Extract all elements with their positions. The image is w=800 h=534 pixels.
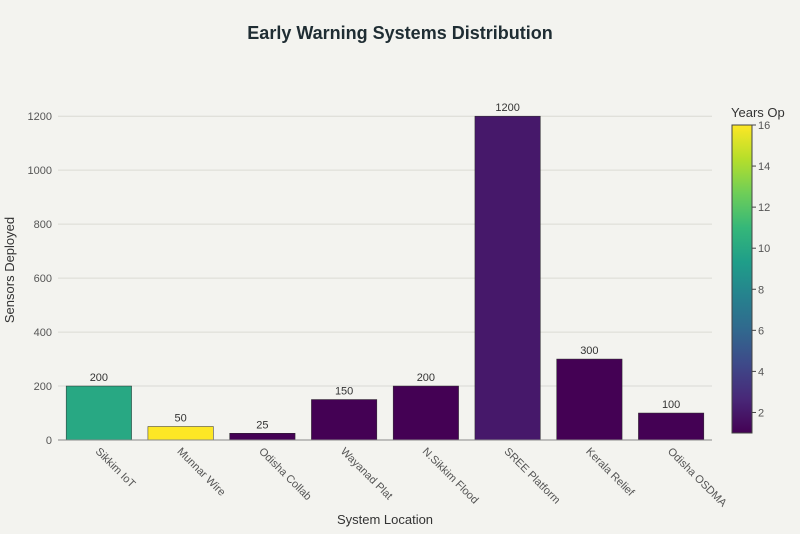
bar-value-label: 200 — [417, 372, 435, 384]
x-axis-title: System Location — [337, 512, 433, 527]
x-axis-ticks: Sikkim IoT Munnar Wire Odisha Collab Wayana… — [93, 446, 730, 510]
bar — [311, 399, 378, 441]
bar-value-label: 1200 — [495, 102, 519, 114]
x-tick-label: Kerala Relief — [583, 446, 637, 500]
x-tick-label: Wayanad Plat — [338, 446, 395, 503]
y-tick-label: 1200 — [28, 111, 52, 123]
bars — [65, 115, 705, 441]
y-tick-label: 400 — [34, 327, 52, 339]
colorbar-tick-label: 16 — [758, 120, 770, 132]
colorbar-tick-label: 8 — [758, 284, 764, 296]
x-tick-label: Odisha Collab — [256, 446, 313, 503]
bar-value-label: 25 — [256, 419, 268, 431]
y-tick-label: 1000 — [28, 165, 52, 177]
bar-value-label: 100 — [662, 399, 680, 411]
grid-lines — [58, 115, 712, 387]
bar — [392, 385, 459, 441]
y-tick-label: 200 — [34, 381, 52, 393]
bar-value-label: 300 — [580, 345, 598, 357]
x-tick-label: Munnar Wire — [175, 446, 228, 499]
colorbar-tick-label: 10 — [758, 243, 770, 255]
y-tick-label: 0 — [46, 435, 52, 447]
bar — [65, 385, 132, 441]
colorbar-tick-label: 2 — [758, 407, 764, 419]
y-axis-title: Sensors Deployed — [2, 217, 17, 323]
colorbar-ticks: 2 4 6 8 10 12 14 16 — [752, 120, 770, 419]
bar — [229, 433, 296, 441]
colorbar-tick-label: 4 — [758, 366, 764, 378]
bar-value-label: 50 — [175, 413, 187, 425]
x-tick-label: N.Sikkim Flood — [420, 446, 481, 507]
y-tick-label: 800 — [34, 219, 52, 231]
colorbar-title: Years Op — [731, 105, 785, 120]
colorbar-tick-label: 12 — [758, 202, 770, 214]
bar-value-label: 200 — [90, 372, 108, 384]
x-tick-label: SREE Platform — [502, 446, 563, 507]
bar — [147, 426, 214, 441]
bar-value-label: 150 — [335, 386, 353, 398]
y-axis-ticks: 0 200 400 600 800 1000 1200 — [28, 111, 52, 447]
bar — [474, 115, 541, 441]
colorbar-tick-label: 14 — [758, 161, 770, 173]
bar — [638, 412, 705, 441]
chart-title: Early Warning Systems Distribution — [247, 23, 552, 43]
x-tick-label: Odisha OSDMA — [665, 446, 729, 510]
colorbar — [731, 124, 753, 434]
colorbar-tick-label: 6 — [758, 325, 764, 337]
bar — [556, 358, 623, 441]
x-tick-label: Sikkim IoT — [93, 446, 138, 491]
y-tick-label: 600 — [34, 273, 52, 285]
data-labels: 200 50 25 150 200 1200 300 100 — [90, 102, 681, 431]
